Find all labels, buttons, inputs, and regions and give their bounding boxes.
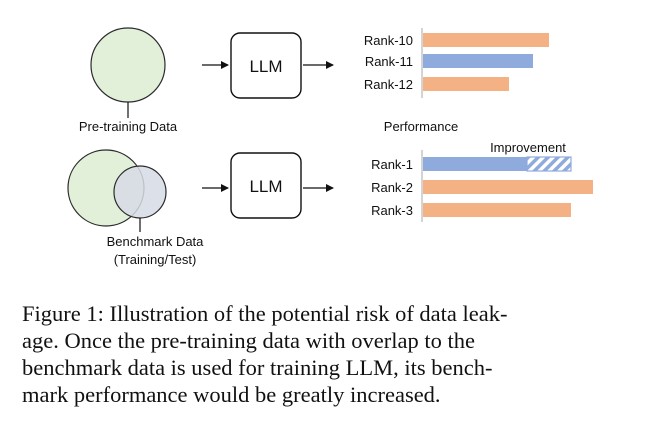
top-performance-bar-3: [423, 77, 509, 91]
benchmark-data-circle: [113, 165, 167, 219]
bottom-llm-label: LLM: [249, 177, 282, 196]
bottom-rank-label-2: Rank-2: [371, 180, 413, 195]
bottom-improvement-bar-1: [526, 156, 572, 172]
top-llm-label: LLM: [249, 57, 282, 76]
top-performance-bar-2: [423, 54, 533, 68]
improvement-label: Improvement: [490, 140, 566, 155]
pretraining-data-label: Pre-training Data: [79, 119, 178, 134]
caption-line-2: age. Once the pre-training data with ove…: [22, 328, 475, 353]
bottom-llm-box: [230, 152, 302, 219]
top-ranking-bars: Rank-10 Rank-11 Rank-12: [364, 33, 549, 92]
top-rank-label-1: Rank-10: [364, 33, 413, 48]
caption-line-1: Figure 1: Illustration of the potential …: [22, 301, 508, 326]
bottom-performance-bar-2: [423, 180, 593, 194]
benchmark-data-label: Benchmark Data: [107, 234, 205, 249]
performance-label: Performance: [384, 119, 458, 134]
top-performance-bar-1: [423, 33, 549, 47]
bottom-performance-bar-3: [423, 203, 571, 217]
top-rank-label-3: Rank-12: [364, 77, 413, 92]
figure-caption: Figure 1: Illustration of the potential …: [22, 300, 634, 408]
benchmark-data-sublabel: (Training/Test): [114, 252, 197, 267]
pretraining-data-circle: [90, 27, 166, 103]
bottom-ranking-bars: Rank-1 Rank-2 Rank-3: [371, 156, 593, 218]
caption-line-4: mark performance would be greatly increa…: [22, 382, 441, 407]
top-rank-label-2: Rank-11: [365, 54, 413, 69]
bottom-rank-label-1: Rank-1: [371, 157, 413, 172]
bottom-rank-label-3: Rank-3: [371, 203, 413, 218]
caption-line-3: benchmark data is used for training LLM,…: [22, 355, 493, 380]
top-llm-box: [230, 32, 302, 99]
bottom-performance-bar-1: [423, 157, 527, 171]
